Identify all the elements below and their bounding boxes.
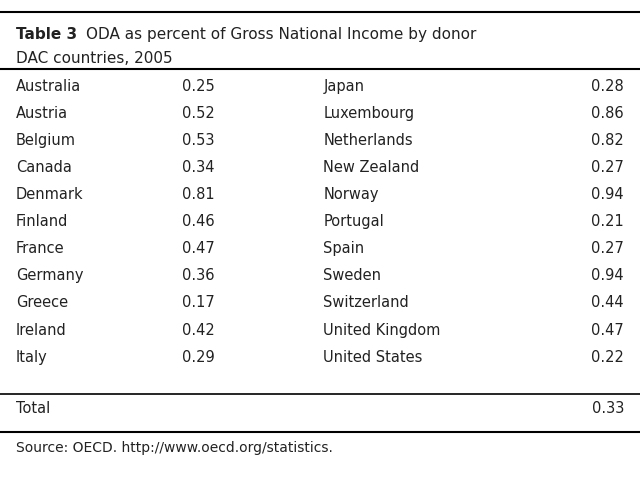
Text: 0.36: 0.36	[182, 269, 215, 283]
Text: Denmark: Denmark	[16, 187, 84, 202]
Text: 0.44: 0.44	[591, 296, 624, 310]
Text: France: France	[16, 242, 65, 256]
Text: Finland: Finland	[16, 214, 68, 229]
Text: 0.29: 0.29	[182, 350, 215, 364]
Text: 0.94: 0.94	[591, 187, 624, 202]
Text: Italy: Italy	[16, 350, 48, 364]
Text: 0.94: 0.94	[591, 269, 624, 283]
Text: Canada: Canada	[16, 160, 72, 175]
Text: Table 3: Table 3	[16, 27, 77, 42]
Text: 0.34: 0.34	[182, 160, 215, 175]
Text: DAC countries, 2005: DAC countries, 2005	[16, 51, 173, 66]
Text: 0.21: 0.21	[591, 214, 624, 229]
Text: 0.27: 0.27	[591, 242, 624, 256]
Text: 0.47: 0.47	[591, 323, 624, 337]
Text: 0.46: 0.46	[182, 214, 215, 229]
Text: 0.27: 0.27	[591, 160, 624, 175]
Text: Total: Total	[16, 402, 51, 416]
Text: Austria: Austria	[16, 106, 68, 121]
Text: 0.25: 0.25	[182, 79, 215, 93]
Text: Germany: Germany	[16, 269, 83, 283]
Text: Australia: Australia	[16, 79, 81, 93]
Text: Belgium: Belgium	[16, 133, 76, 148]
Text: ODA as percent of Gross National Income by donor: ODA as percent of Gross National Income …	[86, 27, 477, 42]
Text: 0.42: 0.42	[182, 323, 215, 337]
Text: Switzerland: Switzerland	[323, 296, 409, 310]
Text: New Zealand: New Zealand	[323, 160, 419, 175]
Text: 0.22: 0.22	[591, 350, 624, 364]
Text: 0.47: 0.47	[182, 242, 215, 256]
Text: Spain: Spain	[323, 242, 364, 256]
Text: Portugal: Portugal	[323, 214, 384, 229]
Text: United Kingdom: United Kingdom	[323, 323, 440, 337]
Text: 0.33: 0.33	[591, 402, 624, 416]
Text: 0.28: 0.28	[591, 79, 624, 93]
Text: Netherlands: Netherlands	[323, 133, 413, 148]
Text: Greece: Greece	[16, 296, 68, 310]
Text: Japan: Japan	[323, 79, 364, 93]
Text: Luxembourg: Luxembourg	[323, 106, 414, 121]
Text: 0.82: 0.82	[591, 133, 624, 148]
Text: 0.17: 0.17	[182, 296, 215, 310]
Text: 0.86: 0.86	[591, 106, 624, 121]
Text: 0.81: 0.81	[182, 187, 215, 202]
Text: Source: OECD. http://www.oecd.org/statistics.: Source: OECD. http://www.oecd.org/statis…	[16, 441, 333, 454]
Text: United States: United States	[323, 350, 422, 364]
Text: Sweden: Sweden	[323, 269, 381, 283]
Text: Ireland: Ireland	[16, 323, 67, 337]
Text: 0.53: 0.53	[182, 133, 215, 148]
Text: 0.52: 0.52	[182, 106, 215, 121]
Text: Norway: Norway	[323, 187, 379, 202]
